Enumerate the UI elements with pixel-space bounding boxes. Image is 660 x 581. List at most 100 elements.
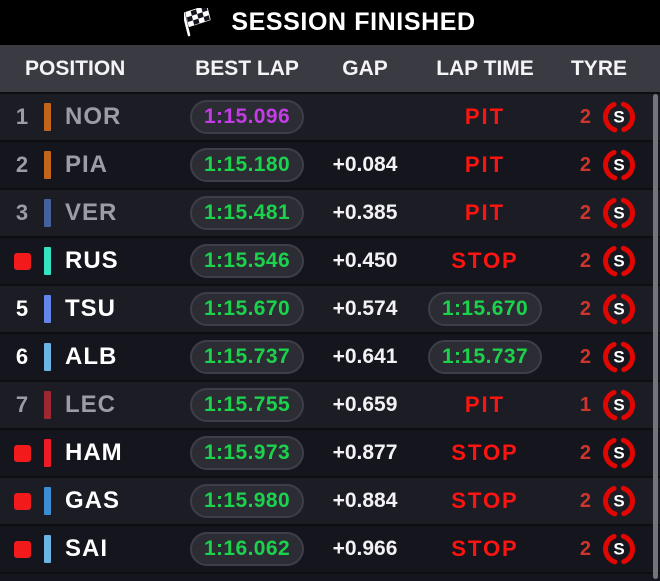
best-lap-cell: 1:15.481	[182, 196, 312, 230]
tyre-cell: 2 S	[552, 483, 660, 519]
soft-tyre-icon: S	[603, 101, 635, 133]
column-header-gap: GAP	[342, 56, 388, 80]
tyre-cell: 2 S	[552, 243, 660, 279]
driver-code: SAI	[65, 535, 109, 562]
scrollbar-thumb[interactable]	[653, 94, 658, 579]
team-color-bar	[44, 103, 51, 131]
gap-value: +0.641	[332, 345, 398, 368]
driver-code: TSU	[65, 295, 116, 322]
gap-value: +0.084	[332, 153, 398, 176]
lap-time-or-pit-status: PIT	[464, 200, 506, 225]
team-color-bar	[44, 487, 51, 515]
pit-stop-count: 1	[579, 393, 591, 416]
position-cell: 3	[0, 200, 44, 226]
table-row: 3 VER 1:15.481 +0.385 PIT 2 S	[0, 188, 660, 236]
soft-tyre-icon: S	[603, 149, 635, 181]
position-cell	[0, 252, 44, 270]
position-number: 2	[15, 152, 29, 177]
lap-time-cell: STOP	[418, 488, 552, 514]
soft-tyre-icon: S	[603, 389, 635, 421]
table-row: 2 PIA 1:15.180 +0.084 PIT 2 S	[0, 140, 660, 188]
lap-time-or-pit-status: STOP	[451, 536, 519, 561]
table-row: RUS 1:15.546 +0.450 STOP 2 S	[0, 236, 660, 284]
team-color-bar	[44, 151, 51, 179]
table-row: 5 TSU 1:15.670 +0.574 1:15.670 2 S	[0, 284, 660, 332]
best-lap-time: 1:15.980	[189, 484, 305, 518]
best-lap-time: 1:16.062	[189, 532, 305, 566]
svg-text:S: S	[613, 155, 624, 174]
tyre-cell: 2 S	[552, 99, 660, 135]
lap-time-or-pit-status: PIT	[464, 392, 506, 417]
lap-time-cell: STOP	[418, 536, 552, 562]
gap-value: +0.877	[332, 441, 398, 464]
position-cell	[0, 492, 44, 510]
lap-time-cell: 1:15.670	[418, 292, 552, 326]
lap-time-or-pit-status: 1:15.737	[427, 340, 543, 374]
position-cell	[0, 444, 44, 462]
table-row: HAM 1:15.973 +0.877 STOP 2 S	[0, 428, 660, 476]
lap-time-cell: STOP	[418, 248, 552, 274]
position-cell: 5	[0, 296, 44, 322]
best-lap-time: 1:15.973	[189, 436, 305, 470]
lap-time-or-pit-status: 1:15.670	[427, 292, 543, 326]
lap-time-cell: PIT	[418, 104, 552, 130]
best-lap-time: 1:15.670	[189, 292, 305, 326]
position-cell: 7	[0, 392, 44, 418]
tyre-cell: 2 S	[552, 435, 660, 471]
team-color-bar	[44, 439, 51, 467]
svg-text:S: S	[613, 299, 624, 318]
best-lap-cell: 1:15.546	[182, 244, 312, 278]
column-header-tyre: TYRE	[570, 56, 627, 80]
lap-time-or-pit-status: PIT	[464, 104, 506, 129]
position-number: 1	[15, 104, 29, 129]
team-color-bar	[44, 391, 51, 419]
best-lap-cell: 1:15.670	[182, 292, 312, 326]
tyre-cell: 2 S	[552, 195, 660, 231]
stopped-indicator-icon	[13, 444, 31, 462]
best-lap-cell: 1:15.180	[182, 148, 312, 182]
pit-stop-count: 2	[579, 489, 591, 512]
position-cell: 6	[0, 344, 44, 370]
pit-stop-count: 2	[579, 345, 591, 368]
best-lap-cell: 1:15.096	[182, 100, 312, 134]
driver-code: GAS	[65, 487, 121, 514]
table-row: SAI 1:16.062 +0.966 STOP 2 S	[0, 524, 660, 572]
timing-table-body[interactable]: 1 NOR 1:15.096 PIT 2 S 2 PIA 1:15.180	[0, 92, 660, 581]
stopped-indicator-icon	[13, 540, 31, 558]
gap-value: +0.966	[332, 537, 398, 560]
svg-text:S: S	[613, 203, 624, 222]
svg-text:S: S	[613, 539, 624, 558]
svg-text:S: S	[613, 107, 624, 126]
pit-stop-count: 2	[579, 441, 591, 464]
best-lap-time: 1:15.481	[189, 196, 305, 230]
team-color-bar	[44, 343, 51, 371]
lap-time-cell: PIT	[418, 392, 552, 418]
pit-stop-count: 2	[579, 153, 591, 176]
column-header-position: POSITION	[25, 56, 126, 80]
lap-time-cell: PIT	[418, 200, 552, 226]
svg-text:S: S	[613, 443, 624, 462]
tyre-cell: 2 S	[552, 291, 660, 327]
position-number: 5	[15, 296, 29, 321]
column-header-best-lap: BEST LAP	[195, 56, 299, 80]
partially-visible-next-row	[0, 572, 660, 581]
gap-value: +0.659	[332, 393, 398, 416]
soft-tyre-icon: S	[603, 245, 635, 277]
stopped-indicator-icon	[13, 252, 31, 270]
best-lap-time: 1:15.755	[189, 388, 305, 422]
tyre-cell: 2 S	[552, 531, 660, 567]
gap-value: +0.450	[332, 249, 398, 272]
best-lap-time: 1:15.546	[189, 244, 305, 278]
lap-time-or-pit-status: STOP	[451, 248, 519, 273]
pit-stop-count: 2	[579, 297, 591, 320]
team-color-bar	[44, 535, 51, 563]
position-cell	[0, 540, 44, 558]
pit-stop-count: 2	[579, 105, 591, 128]
column-header-lap-time: LAP TIME	[436, 56, 534, 80]
driver-code: NOR	[65, 103, 122, 130]
lap-time-cell: STOP	[418, 440, 552, 466]
lap-time-cell: PIT	[418, 152, 552, 178]
gap-value: +0.884	[332, 489, 398, 512]
soft-tyre-icon: S	[603, 485, 635, 517]
